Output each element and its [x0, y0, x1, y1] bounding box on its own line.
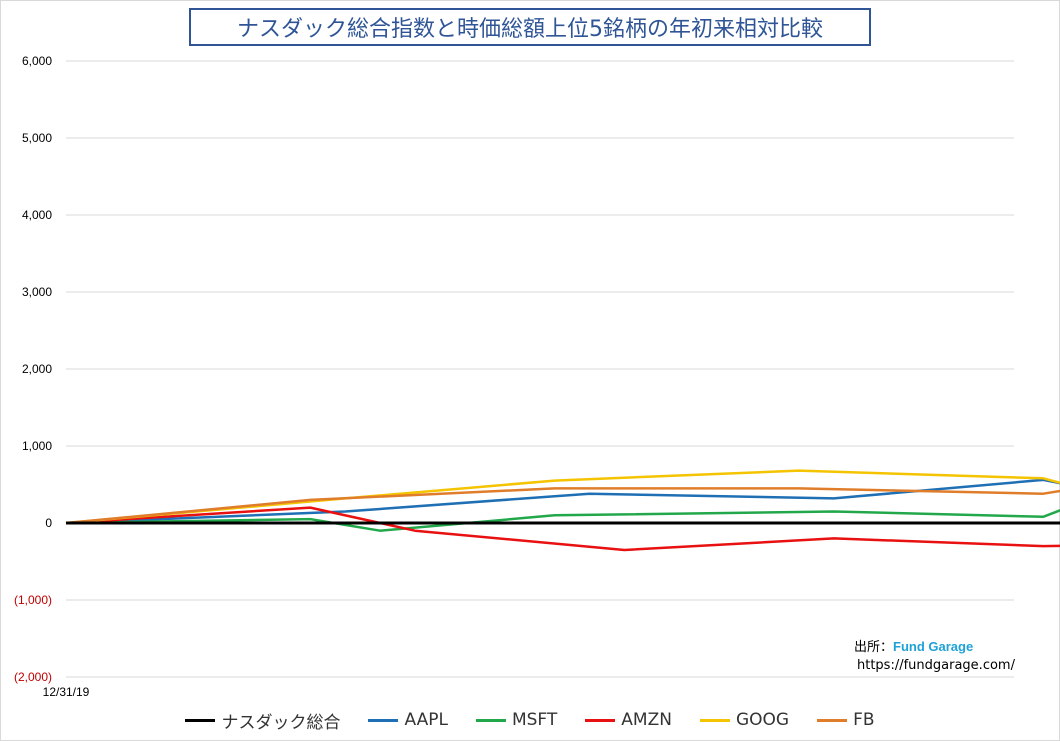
legend-label: GOOG: [735, 710, 790, 730]
y-tick-label: 1,000: [22, 439, 52, 453]
legend-swatch: [185, 718, 216, 722]
legend-label: ナスダック総合: [221, 712, 341, 733]
source-url: https://fundgarage.com/: [857, 658, 1015, 673]
series-line-amzn: [65, 506, 1060, 552]
y-tick-label: 0: [45, 516, 52, 530]
legend-item: MSFT: [475, 710, 558, 730]
y-tick-label: 6,000: [22, 54, 52, 68]
series-line-aapl: [65, 478, 1060, 525]
series-line-fb: [65, 487, 1060, 525]
legend-label: FB: [853, 710, 875, 730]
legend-swatch: [817, 718, 848, 722]
y-tick-label: 2,000: [22, 362, 52, 376]
legend-label: AMZN: [621, 710, 672, 730]
legend-item: ナスダック総合: [185, 708, 340, 733]
x-tick-label: 12/31/19: [43, 685, 90, 699]
legend-label: AAPL: [404, 710, 448, 730]
source-brand: Fund Garage: [893, 639, 974, 654]
legend-item: GOOG: [699, 710, 790, 730]
legend-swatch: [475, 718, 506, 722]
y-tick-label: 3,000: [22, 285, 52, 299]
legend-swatch: [699, 718, 730, 722]
chart-title-text: ナスダック総合指数と時価総額上位5銘柄の年初来相対比較: [237, 17, 823, 42]
source-prefix: 出所：: [854, 640, 894, 655]
y-tick-label: 5,000: [22, 131, 52, 145]
legend-item: AAPL: [368, 710, 448, 730]
y-tick-label: (1,000): [14, 593, 52, 607]
chart-title: ナスダック総合指数と時価総額上位5銘柄の年初来相対比較: [189, 8, 871, 46]
legend-item: AMZN: [585, 710, 672, 730]
y-tick-label: 4,000: [22, 208, 52, 222]
legend-label: MSFT: [511, 710, 558, 730]
y-tick-label: (2,000): [14, 670, 52, 684]
legend-swatch: [368, 718, 399, 722]
legend-item: FB: [817, 710, 875, 730]
source-label: 出所：Fund Garage: [854, 636, 973, 655]
legend-swatch: [585, 718, 616, 722]
chart-legend: ナスダック総合 AAPL MSFT AMZN GOOG FB: [0, 708, 1060, 733]
